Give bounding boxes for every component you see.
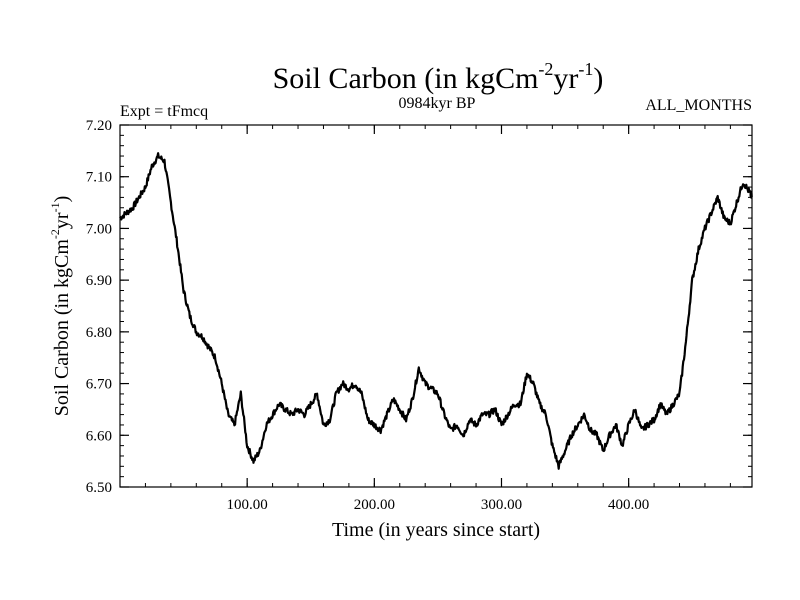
subtitle-period: 0984kyr BP (399, 95, 476, 112)
plot-frame (119, 124, 753, 488)
y-tick-label: 6.50 (86, 480, 112, 496)
x-axis-tick-labels: 100.00 200.00 300.00 400.00 (227, 497, 650, 513)
y-tick-label: 6.80 (86, 325, 112, 341)
x-tick-label: 400.00 (608, 497, 649, 513)
y-tick-label: 6.90 (86, 273, 112, 289)
soil-carbon-series-line (119, 152, 753, 470)
y-tick-label: 7.20 (86, 118, 112, 134)
x-tick-label: 100.00 (227, 497, 268, 513)
x-tick-label: 300.00 (481, 497, 522, 513)
chart-title: Soil Carbon (in kgCm-2yr-1) (273, 59, 604, 95)
y-tick-label: 7.00 (86, 221, 112, 237)
y-tick-label: 7.10 (86, 170, 112, 186)
subtitle-months: ALL_MONTHS (645, 97, 752, 114)
y-axis-label: Soil Carbon (in kgCm-2yr-1) (48, 196, 73, 417)
x-axis-label: Time (in years since start) (332, 519, 540, 541)
y-tick-label: 6.70 (86, 377, 112, 393)
y-axis-ticks (120, 124, 752, 488)
x-tick-label: 200.00 (354, 497, 395, 513)
subtitle-experiment: Expt = tFmcq (120, 103, 208, 120)
y-tick-label: 6.60 (86, 428, 112, 444)
x-axis-ticks (144, 125, 731, 487)
y-axis-tick-labels: 6.50 6.60 6.70 6.80 6.90 7.00 7.10 7.20 (86, 118, 112, 496)
